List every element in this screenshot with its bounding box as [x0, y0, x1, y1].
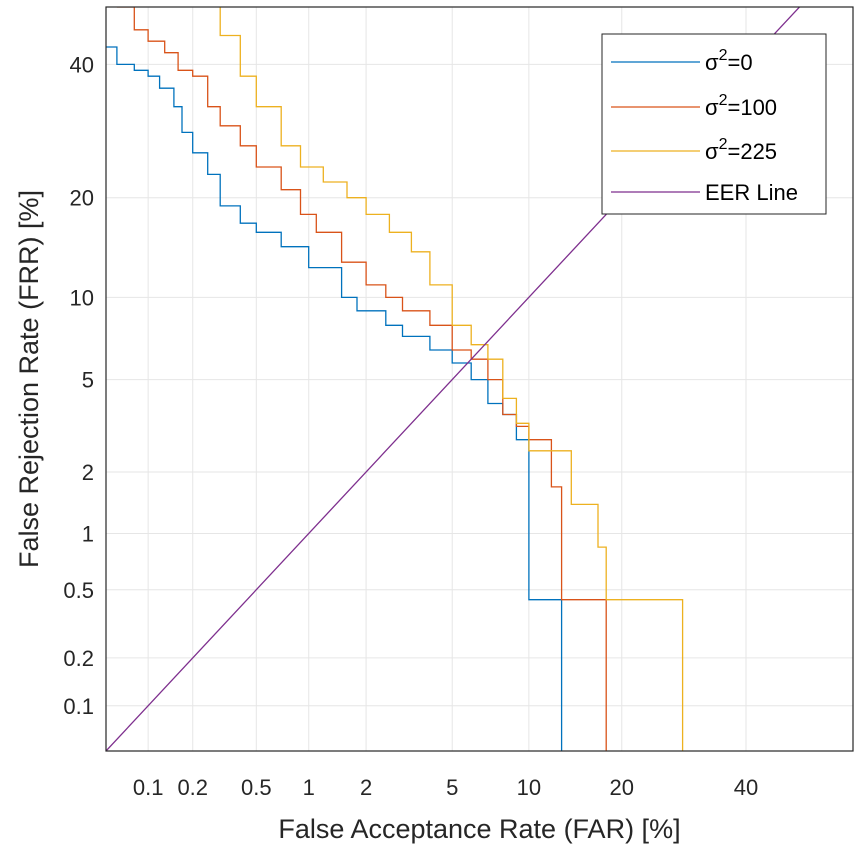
y-tick-label: 0.1	[63, 694, 94, 719]
legend-entry-label: σ2=225	[705, 136, 777, 164]
x-axis-ticks: 0.1 0.2 0.5 1 2 5 10 20 40	[133, 775, 758, 800]
y-tick-label: 40	[70, 52, 94, 77]
x-tick-label: 5	[446, 775, 458, 800]
y-tick-label: 2	[82, 460, 94, 485]
x-tick-label: 1	[303, 775, 315, 800]
y-axis-ticks: 0.1 0.2 0.5 1 2 5 10 20 40	[63, 52, 94, 718]
y-axis-label: False Rejection Rate (FRR) [%]	[14, 190, 44, 568]
y-tick-label: 5	[82, 368, 94, 393]
x-tick-label: 0.2	[177, 775, 208, 800]
legend-box	[601, 33, 827, 215]
series-line-0	[106, 46, 563, 751]
plot-area-frame	[105, 6, 854, 752]
x-tick-label: 0.5	[241, 775, 272, 800]
legend-entry-label: EER Line	[705, 180, 798, 205]
legend-entry-label: σ2=0	[705, 47, 753, 75]
x-tick-label: 40	[734, 775, 758, 800]
grid-lines	[106, 7, 853, 751]
legend: σ2=0 σ2=100 σ2=225 EER Line	[601, 33, 827, 215]
x-tick-label: 10	[517, 775, 541, 800]
legend-entry-label: σ2=100	[705, 92, 777, 120]
y-tick-label: 1	[82, 521, 94, 546]
y-tick-label: 10	[70, 285, 94, 310]
x-tick-label: 20	[610, 775, 634, 800]
y-tick-label: 0.5	[63, 578, 94, 603]
y-tick-label: 0.2	[63, 646, 94, 671]
series-line-2	[219, 7, 684, 751]
y-tick-label: 20	[70, 186, 94, 211]
series-line-1	[116, 7, 607, 751]
x-axis-label: False Acceptance Rate (FAR) [%]	[278, 814, 680, 844]
x-tick-label: 0.1	[133, 775, 164, 800]
x-tick-label: 2	[360, 775, 372, 800]
